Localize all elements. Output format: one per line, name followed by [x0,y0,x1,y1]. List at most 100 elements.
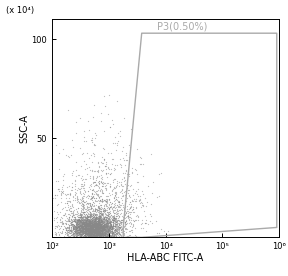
Point [139,226,143,230]
Point [111,221,115,226]
Point [100,226,105,230]
Point [79,223,84,228]
Point [62,224,66,228]
Point [96,218,101,223]
Point [101,223,105,227]
Point [98,233,103,238]
Point [111,230,115,235]
Point [102,227,107,232]
Point [89,229,94,234]
Point [69,213,74,218]
Point [102,233,106,237]
Point [84,235,88,240]
Point [84,235,88,239]
Point [118,230,123,234]
Point [95,224,99,229]
Point [79,232,83,237]
Point [83,235,88,240]
Point [92,222,97,227]
Point [87,222,91,226]
Point [57,224,61,228]
Point [89,223,94,227]
Point [67,223,71,227]
Point [78,184,83,188]
Point [109,232,114,236]
Point [91,224,96,228]
Point [101,233,106,237]
Point [92,228,97,233]
Point [82,235,87,240]
Point [137,161,142,166]
Point [98,232,103,236]
Point [121,194,126,199]
Point [95,227,99,232]
Point [95,219,100,223]
Point [103,235,107,240]
Point [94,215,98,220]
Point [65,199,69,203]
Point [115,219,120,224]
Point [84,223,89,227]
Point [72,235,76,240]
Point [70,235,75,240]
Point [81,217,86,221]
Point [95,227,100,232]
Point [84,218,88,222]
Point [68,229,73,234]
Point [90,235,94,240]
Point [88,235,93,240]
Point [107,209,111,214]
Point [75,221,79,226]
Point [86,216,90,221]
Point [129,202,134,206]
Point [106,230,111,234]
Point [110,232,114,236]
Point [101,235,106,240]
Point [97,217,101,222]
Point [82,214,87,219]
Point [126,202,131,207]
Point [104,235,109,239]
Point [86,226,91,230]
Point [109,157,114,161]
Point [90,192,94,196]
Point [65,225,70,229]
Point [118,225,122,230]
Point [94,218,99,222]
Point [91,220,96,224]
Point [71,234,76,239]
Point [104,212,108,216]
Point [81,207,85,211]
Point [121,235,126,240]
Point [73,184,77,189]
Point [87,232,92,236]
Point [97,235,102,240]
Point [86,228,90,232]
Point [92,221,96,226]
Point [107,198,111,202]
Point [85,214,90,219]
Point [67,219,72,223]
Point [74,224,79,228]
Point [85,221,90,226]
Point [105,197,109,201]
Point [95,227,100,232]
Point [95,174,99,178]
Point [97,213,102,217]
Point [73,227,78,232]
Point [69,214,74,218]
Point [94,226,98,231]
Point [88,221,92,225]
Point [79,230,84,234]
Point [88,234,93,238]
Point [112,224,117,229]
Point [113,216,117,221]
Point [60,229,65,233]
Point [100,235,104,240]
Point [96,223,101,227]
Point [127,235,131,240]
Point [108,219,113,224]
Point [92,196,96,200]
Point [85,235,90,240]
Point [91,235,96,240]
